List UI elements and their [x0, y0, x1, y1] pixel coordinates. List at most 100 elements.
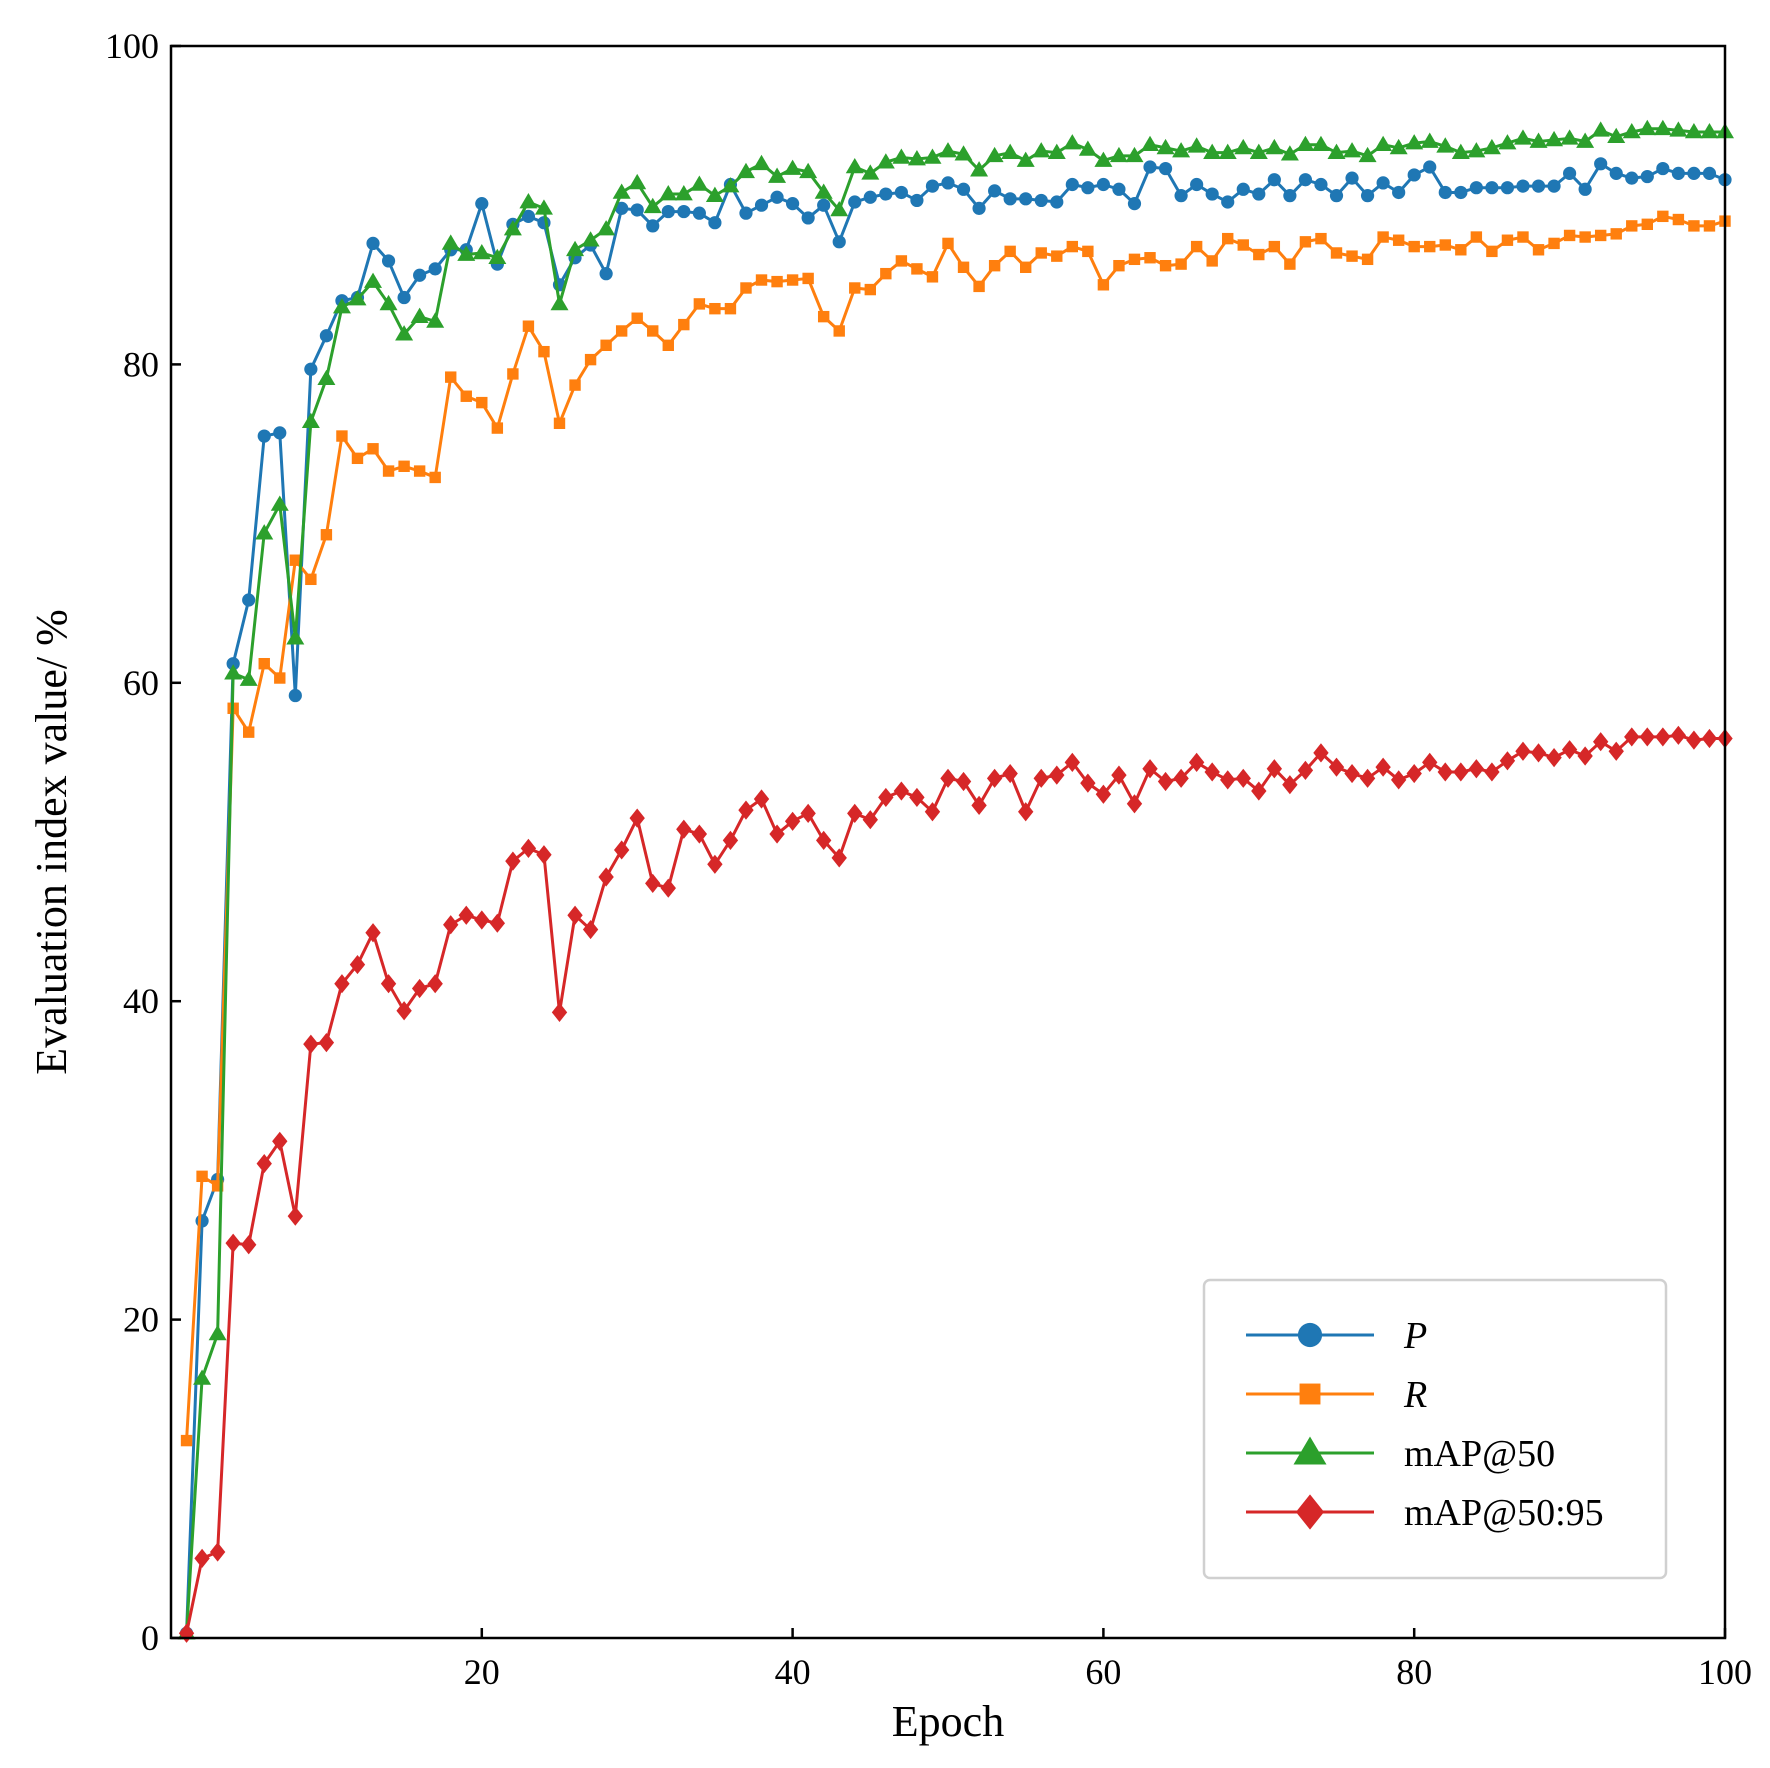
legend-label: mAP@50 — [1404, 1433, 1555, 1475]
data-point-map-50 — [301, 412, 320, 429]
data-point-p — [1252, 187, 1266, 201]
data-point-map-50 — [1078, 140, 1097, 156]
data-point-map-50 — [659, 185, 678, 201]
data-point-p — [677, 204, 691, 219]
data-point-p — [1345, 171, 1359, 185]
data-point-r — [1408, 240, 1420, 253]
data-point-map-50-95 — [365, 923, 381, 943]
data-point-map-50 — [1545, 130, 1564, 147]
data-point-map-50 — [1311, 135, 1330, 152]
data-point-map-50-95 — [303, 1034, 319, 1054]
data-point-map-50-95 — [241, 1235, 257, 1255]
legend-item-r: R — [1246, 1374, 1427, 1416]
data-point-r — [786, 274, 799, 286]
data-point-r — [491, 422, 504, 434]
data-point-map-50-95 — [396, 1001, 412, 1021]
data-point-r — [755, 274, 768, 286]
data-point-map-50 — [1280, 145, 1299, 161]
legend-label: mAP@50:95 — [1404, 1492, 1604, 1534]
y-tick-label: 0 — [141, 1618, 159, 1658]
data-point-map-50 — [1249, 143, 1268, 159]
data-point-map-50 — [270, 495, 289, 511]
data-point-map-50 — [519, 193, 538, 209]
data-point-r — [1579, 231, 1591, 243]
data-point-map-50 — [1513, 129, 1532, 145]
series-map-50-95 — [178, 725, 1733, 1643]
data-point-map-50 — [534, 199, 553, 215]
data-point-map-50-95 — [924, 802, 941, 822]
data-point-map-50 — [581, 231, 600, 247]
data-point-map-50-95 — [1655, 727, 1671, 747]
data-point-p — [242, 593, 256, 607]
data-point-map-50 — [721, 177, 740, 193]
data-point-r — [1657, 210, 1669, 223]
data-point-r — [1082, 245, 1094, 258]
data-point-r — [1330, 247, 1343, 259]
data-point-map-50-95 — [380, 974, 397, 994]
data-point-map-50-95 — [1064, 752, 1080, 772]
y-tick-label: 20 — [123, 1300, 159, 1340]
data-point-p — [630, 203, 644, 217]
data-point-map-50-95 — [645, 873, 661, 893]
data-point-p — [1640, 169, 1654, 184]
data-point-map-50 — [705, 186, 724, 202]
data-point-p — [646, 219, 660, 233]
data-point-p — [1065, 177, 1079, 192]
data-point-p — [1438, 185, 1452, 200]
series-p — [179, 157, 1732, 1640]
data-point-map-50-95 — [1701, 728, 1718, 749]
data-point-map-50-95 — [536, 845, 552, 865]
data-point-map-50-95 — [551, 1002, 568, 1022]
data-point-map-50-95 — [816, 830, 832, 851]
data-point-map-50-95 — [1266, 759, 1283, 779]
data-point-p — [692, 206, 706, 220]
data-point-r — [1020, 261, 1032, 273]
data-point-r — [351, 452, 364, 465]
data-point-map-50-95 — [178, 1623, 195, 1643]
data-point-map-50-95 — [1235, 768, 1251, 788]
data-point-p — [1127, 197, 1142, 211]
data-point-map-50 — [348, 290, 367, 306]
data-point-map-50 — [674, 185, 693, 201]
data-point-r — [367, 443, 379, 455]
legend-box — [1202, 1278, 1668, 1580]
data-point-map-50-95 — [1080, 773, 1096, 793]
data-point-p — [1050, 195, 1064, 209]
data-point-map-50 — [550, 294, 569, 311]
data-point-map-50-95 — [1422, 752, 1438, 772]
data-point-r — [895, 255, 908, 267]
data-point-map-50 — [457, 245, 476, 261]
data-point-r — [1004, 245, 1016, 258]
data-point-p — [1547, 179, 1561, 193]
data-point-map-50 — [985, 146, 1004, 163]
data-point-map-50 — [1047, 143, 1066, 159]
data-point-map-50 — [752, 154, 771, 171]
data-point-map-50 — [1203, 143, 1222, 159]
data-point-map-50 — [861, 164, 880, 180]
data-point-map-50-95 — [411, 978, 428, 999]
data-point-p — [988, 184, 1002, 198]
data-point-map-50 — [1374, 135, 1393, 152]
data-point-map-50 — [814, 183, 833, 199]
data-point-p — [972, 201, 986, 215]
data-point-r — [1703, 220, 1716, 232]
data-point-p — [1236, 182, 1250, 196]
y-tick-label: 100 — [105, 26, 159, 66]
data-point-p — [1423, 160, 1437, 174]
data-point-r — [926, 271, 939, 283]
data-point-map-50-95 — [753, 789, 770, 809]
data-point-map-50-95 — [707, 854, 723, 874]
data-point-map-50-95 — [318, 1032, 335, 1053]
data-point-p — [832, 235, 846, 249]
data-point-r — [398, 460, 410, 472]
data-point-p — [1190, 177, 1204, 192]
data-point-r — [569, 379, 581, 391]
data-point-map-50-95 — [986, 768, 1003, 788]
data-point-map-50-95 — [1670, 725, 1687, 745]
data-point-map-50 — [503, 220, 522, 236]
x-tick-label: 40 — [775, 1652, 811, 1692]
data-point-map-50 — [472, 243, 491, 260]
data-point-map-50-95 — [971, 795, 987, 815]
data-point-p — [1096, 177, 1110, 192]
